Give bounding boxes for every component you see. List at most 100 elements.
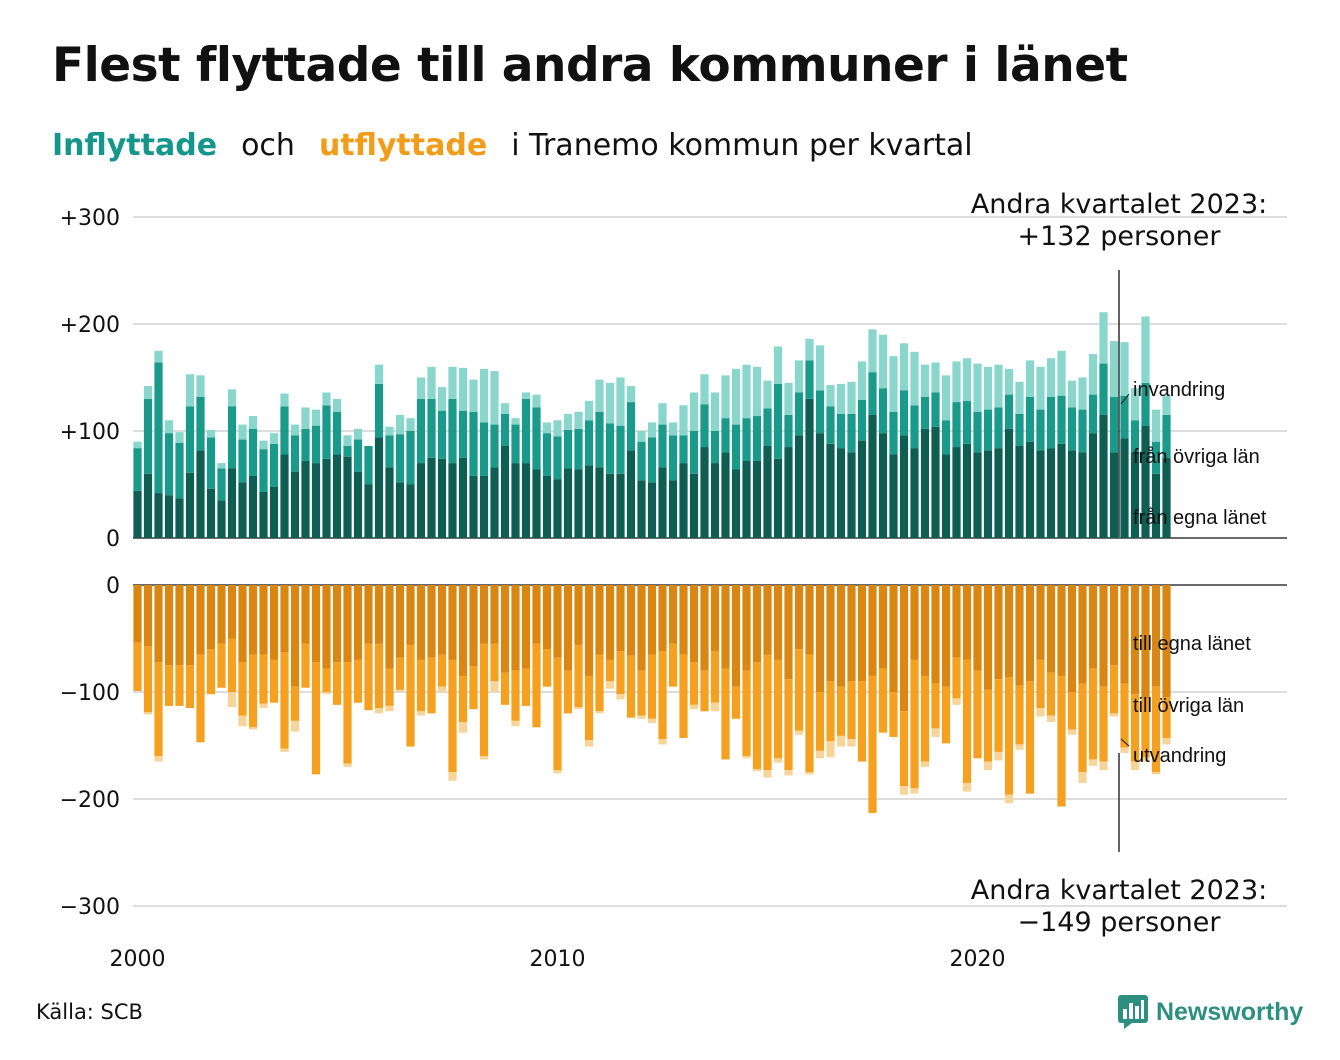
bar-till-ovriga-lan (500, 672, 510, 705)
bar-invandring (133, 441, 142, 449)
bar-fran-egna-lanet (647, 482, 657, 538)
bar-till-ovriga-lan (962, 659, 972, 783)
bar-utvandring (1120, 747, 1129, 753)
bar-invandring (605, 382, 615, 424)
bar-invandring (899, 343, 909, 391)
bar-till-egna-lanet (1151, 585, 1161, 687)
bar-till-ovriga-lan (784, 679, 793, 771)
bar-utvandring (983, 761, 993, 771)
bar-invandring (458, 367, 468, 411)
bar-invandring (500, 403, 510, 414)
bar-till-egna-lanet (227, 585, 237, 639)
bar-till-egna-lanet (584, 585, 594, 676)
bar-invandring (1141, 316, 1150, 383)
bar-invandring (973, 363, 982, 412)
bar-fran-ovriga-lan (175, 442, 184, 499)
bar-till-egna-lanet (731, 585, 741, 687)
bar-till-egna-lanet (920, 585, 930, 676)
bar-till-ovriga-lan (395, 657, 405, 690)
bar-fran-egna-lanet (248, 475, 258, 538)
y-tick-top: 0 (106, 527, 120, 552)
bar-fran-egna-lanet (164, 495, 174, 538)
bar-fran-ovriga-lan (1004, 394, 1014, 429)
bar-till-ovriga-lan (196, 654, 205, 743)
leader-invandring (1120, 393, 1130, 405)
bar-till-ovriga-lan (175, 665, 184, 706)
bar-invandring (395, 414, 405, 435)
bar-utvandring (490, 681, 499, 692)
bar-till-ovriga-lan (626, 655, 636, 718)
bar-till-ovriga-lan (689, 662, 699, 705)
bar-fran-ovriga-lan (1057, 395, 1066, 444)
bar-till-ovriga-lan (385, 668, 394, 706)
bar-till-ovriga-lan (700, 670, 709, 712)
bar-fran-ovriga-lan (259, 449, 268, 492)
bar-till-egna-lanet (784, 585, 793, 680)
bar-fran-ovriga-lan (952, 402, 961, 448)
bar-till-ovriga-lan (259, 654, 268, 704)
bar-fran-egna-lanet (353, 471, 363, 538)
bar-fran-egna-lanet (878, 433, 888, 538)
bar-fran-egna-lanet (322, 458, 331, 538)
bar-utvandring (479, 756, 489, 760)
bar-till-ovriga-lan (710, 651, 720, 703)
bar-till-egna-lanet (857, 585, 867, 682)
bar-fran-egna-lanet (731, 469, 741, 538)
bar-fran-ovriga-lan (994, 407, 1003, 449)
bar-invandring (773, 346, 783, 384)
bar-utvandring (238, 715, 247, 727)
bar-till-ovriga-lan (1036, 659, 1045, 709)
bar-invandring (217, 463, 226, 469)
bar-till-egna-lanet (962, 585, 972, 660)
bar-till-egna-lanet (1036, 585, 1045, 660)
bar-fran-egna-lanet (217, 500, 226, 538)
bar-till-ovriga-lan (731, 686, 741, 719)
bar-fran-ovriga-lan (920, 396, 930, 429)
bar-till-ovriga-lan (311, 662, 321, 775)
bar-till-ovriga-lan (206, 649, 216, 695)
bar-till-egna-lanet (910, 585, 919, 660)
bar-utvandring (952, 698, 961, 705)
bar-fran-egna-lanet (794, 435, 804, 538)
bar-till-ovriga-lan (910, 659, 919, 789)
bar-utvandring (511, 720, 520, 727)
bar-fran-egna-lanet (574, 469, 583, 538)
bar-invandring (626, 386, 636, 403)
bar-till-ovriga-lan (857, 681, 867, 762)
bar-fran-egna-lanet (889, 454, 898, 538)
bar-till-egna-lanet (668, 585, 678, 644)
bar-fran-egna-lanet (1078, 452, 1087, 538)
bar-fran-egna-lanet (637, 480, 646, 538)
bar-fran-egna-lanet (584, 465, 594, 538)
bar-utvandring (763, 770, 772, 778)
bar-till-ovriga-lan (469, 666, 478, 710)
bar-fran-egna-lanet (836, 448, 846, 538)
bar-fran-ovriga-lan (784, 414, 793, 448)
bar-till-egna-lanet (1088, 585, 1098, 669)
bar-till-ovriga-lan (217, 643, 226, 688)
bar-invandring (1151, 409, 1161, 442)
bar-utvandring (280, 748, 289, 752)
bar-utvandring (416, 711, 426, 716)
subtitle-och: och (241, 128, 295, 163)
bar-fran-egna-lanet (500, 445, 510, 538)
bar-fran-ovriga-lan (490, 424, 499, 468)
bar-fran-egna-lanet (437, 458, 447, 538)
bar-fran-ovriga-lan (1015, 413, 1024, 446)
bar-invandring (868, 329, 877, 373)
bar-fran-egna-lanet (490, 467, 499, 538)
bar-invandring (1099, 312, 1108, 364)
bar-invandring (584, 401, 594, 421)
bar-utvandring (584, 740, 594, 747)
bar-till-egna-lanet (196, 585, 205, 655)
bar-fran-egna-lanet (343, 456, 352, 538)
bar-invandring (269, 433, 279, 444)
bar-till-egna-lanet (238, 585, 247, 663)
bar-till-ovriga-lan (847, 681, 856, 740)
bar-till-egna-lanet (500, 585, 510, 673)
bar-fran-egna-lanet (542, 475, 552, 538)
bar-fran-egna-lanet (553, 479, 562, 538)
bar-till-egna-lanet (301, 585, 310, 644)
bar-utvandring (227, 692, 237, 707)
bar-fran-ovriga-lan (1151, 441, 1161, 474)
